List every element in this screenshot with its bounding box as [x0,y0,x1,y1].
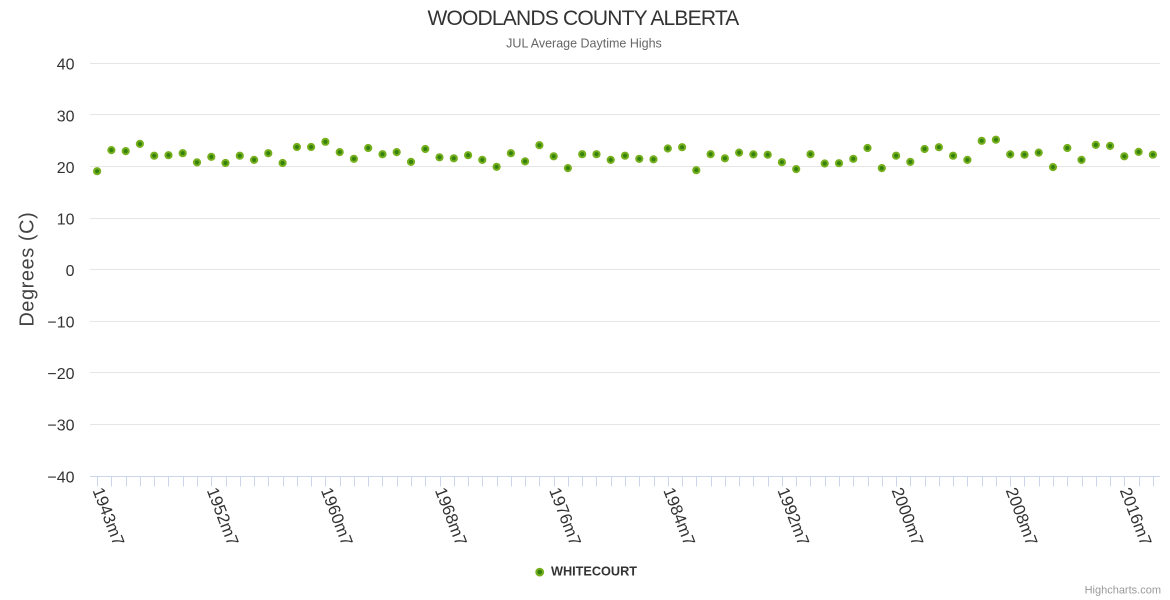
svg-text:20: 20 [57,160,75,177]
svg-text:WHITECOURT: WHITECOURT [551,565,637,579]
svg-text:−10: −10 [47,315,74,332]
svg-text:−30: −30 [47,418,74,435]
svg-text:10: 10 [57,211,75,228]
svg-text:Degrees (C): Degrees (C) [17,212,39,327]
svg-text:−20: −20 [47,366,74,383]
svg-text:40: 40 [57,57,75,74]
svg-text:0: 0 [66,263,75,280]
svg-text:−40: −40 [47,469,74,486]
svg-text:JUL Average Daytime Highs: JUL Average Daytime Highs [506,36,662,50]
svg-text:WOODLANDS COUNTY ALBERTA: WOODLANDS COUNTY ALBERTA [427,7,739,30]
svg-text:30: 30 [57,108,75,125]
svg-text:Highcharts.com: Highcharts.com [1085,585,1161,597]
